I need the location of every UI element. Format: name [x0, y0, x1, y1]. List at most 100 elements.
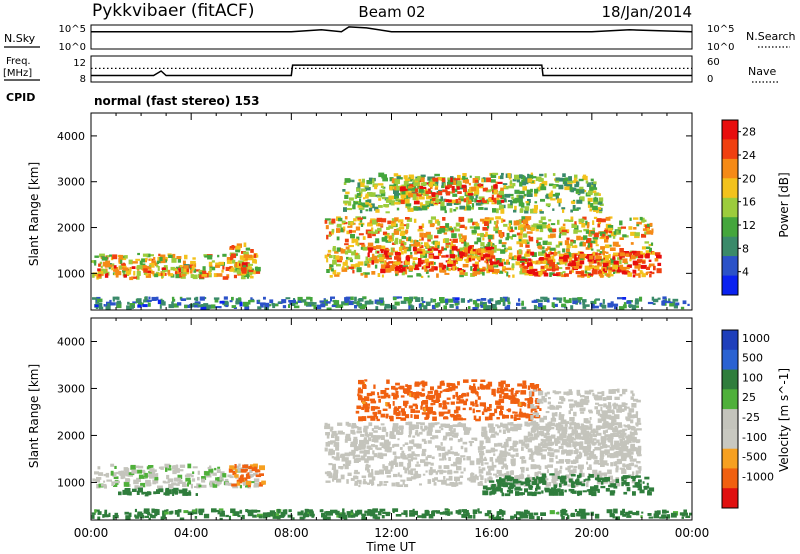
- heatmap-cell: [525, 244, 530, 248]
- heatmap-cell: [592, 392, 595, 397]
- heatmap-cell: [222, 510, 225, 513]
- heatmap-cell: [573, 424, 580, 429]
- heatmap-cell: [480, 301, 483, 305]
- heatmap-cell: [192, 257, 196, 260]
- heatmap-cell: [164, 259, 168, 263]
- beam-title: Beam 02: [358, 3, 425, 21]
- heatmap-cell: [387, 252, 394, 256]
- heatmap-cell: [536, 453, 541, 456]
- heatmap-cell: [571, 253, 576, 259]
- nsky-tick-top: 10^5: [59, 24, 86, 35]
- heatmap-cell: [598, 462, 601, 465]
- heatmap-cell: [363, 428, 368, 433]
- heatmap-cell: [219, 475, 222, 481]
- heatmap-cell: [488, 253, 494, 257]
- heatmap-cell: [458, 509, 462, 514]
- heatmap-cell: [625, 253, 630, 257]
- heatmap-cell: [396, 228, 401, 232]
- heatmap-cell: [538, 479, 542, 484]
- heatmap-cell: [247, 512, 254, 517]
- heatmap-cell: [483, 430, 488, 436]
- heatmap-cell: [592, 220, 595, 225]
- heatmap-cell: [562, 271, 566, 274]
- heatmap-cell: [404, 469, 408, 474]
- heatmap-cell: [456, 395, 461, 401]
- heatmap-cell: [484, 221, 489, 226]
- heatmap-cell: [486, 177, 491, 183]
- heatmap-cell: [140, 482, 146, 488]
- heatmap-cell: [569, 253, 573, 258]
- heatmap-cell: [482, 237, 485, 241]
- heatmap-cell: [592, 469, 598, 474]
- heatmap-cell: [578, 511, 581, 517]
- heatmap-cell: [436, 273, 439, 278]
- heatmap-cell: [576, 199, 583, 204]
- heatmap-cell: [385, 253, 389, 258]
- heatmap-cell: [492, 464, 497, 468]
- heatmap-cell: [570, 216, 574, 221]
- heatmap-cell: [424, 258, 429, 263]
- heatmap-cell: [558, 254, 563, 257]
- heatmap-cell: [656, 268, 662, 274]
- heatmap-cell: [332, 473, 338, 478]
- heatmap-cell: [535, 227, 539, 232]
- heatmap-cell: [572, 208, 579, 211]
- heatmap-cell: [109, 254, 112, 257]
- heatmap-cell: [362, 205, 369, 208]
- heatmap-cell: [397, 438, 400, 441]
- heatmap-cell: [431, 266, 436, 271]
- heatmap-cell: [473, 268, 477, 271]
- heatmap-cell: [546, 391, 550, 395]
- heatmap-cell: [427, 394, 430, 397]
- heatmap-cell: [499, 270, 504, 274]
- heatmap-cell: [445, 186, 450, 190]
- heatmap-cell: [345, 433, 351, 437]
- heatmap-cell: [535, 412, 540, 417]
- heatmap-cell: [433, 255, 440, 260]
- heatmap-cell: [480, 446, 486, 449]
- freq-frame: [90, 55, 693, 83]
- heatmap-cell: [609, 267, 614, 272]
- heatmap-cell: [514, 411, 518, 414]
- heatmap-cell: [588, 409, 593, 412]
- heatmap-cell: [445, 254, 449, 258]
- heatmap-cell: [222, 276, 229, 280]
- heatmap-cell: [607, 425, 612, 430]
- heatmap-cell: [435, 396, 440, 401]
- heatmap-cell: [420, 174, 426, 177]
- heatmap-cell: [508, 220, 513, 225]
- heatmap-cell: [525, 445, 528, 449]
- heatmap-cell: [512, 411, 516, 414]
- heatmap-cell: [335, 255, 340, 260]
- heatmap-cell: [400, 240, 405, 244]
- heatmap-cell: [113, 484, 118, 487]
- heatmap-cell: [652, 302, 656, 305]
- heatmap-cell: [442, 189, 448, 193]
- heatmap-cell: [160, 466, 164, 470]
- heatmap-cell: [154, 273, 159, 278]
- heatmap-cell: [590, 203, 594, 208]
- heatmap-cell: [433, 248, 439, 251]
- heatmap-cell: [613, 252, 619, 255]
- heatmap-cell: [503, 444, 509, 448]
- heatmap-cell: [574, 174, 578, 180]
- heatmap-cell: [570, 262, 577, 267]
- heatmap-cell: [366, 406, 370, 409]
- heatmap-cell: [361, 398, 365, 401]
- heatmap-cell: [557, 475, 561, 480]
- heatmap-cell: [247, 486, 251, 489]
- heatmap-cell: [324, 425, 331, 430]
- heatmap-cell: [95, 479, 101, 483]
- heatmap-cell: [342, 226, 346, 232]
- heatmap-cell: [634, 464, 638, 468]
- heatmap-cell: [387, 394, 391, 399]
- heatmap-cell: [126, 270, 130, 275]
- heatmap-cell: [253, 270, 256, 275]
- heatmap-cell: [365, 193, 369, 196]
- heatmap-cell: [174, 490, 178, 494]
- heatmap-cell: [340, 455, 345, 458]
- heatmap-cell: [250, 297, 253, 301]
- heatmap-cell: [443, 465, 450, 469]
- heatmap-cell: [395, 482, 400, 487]
